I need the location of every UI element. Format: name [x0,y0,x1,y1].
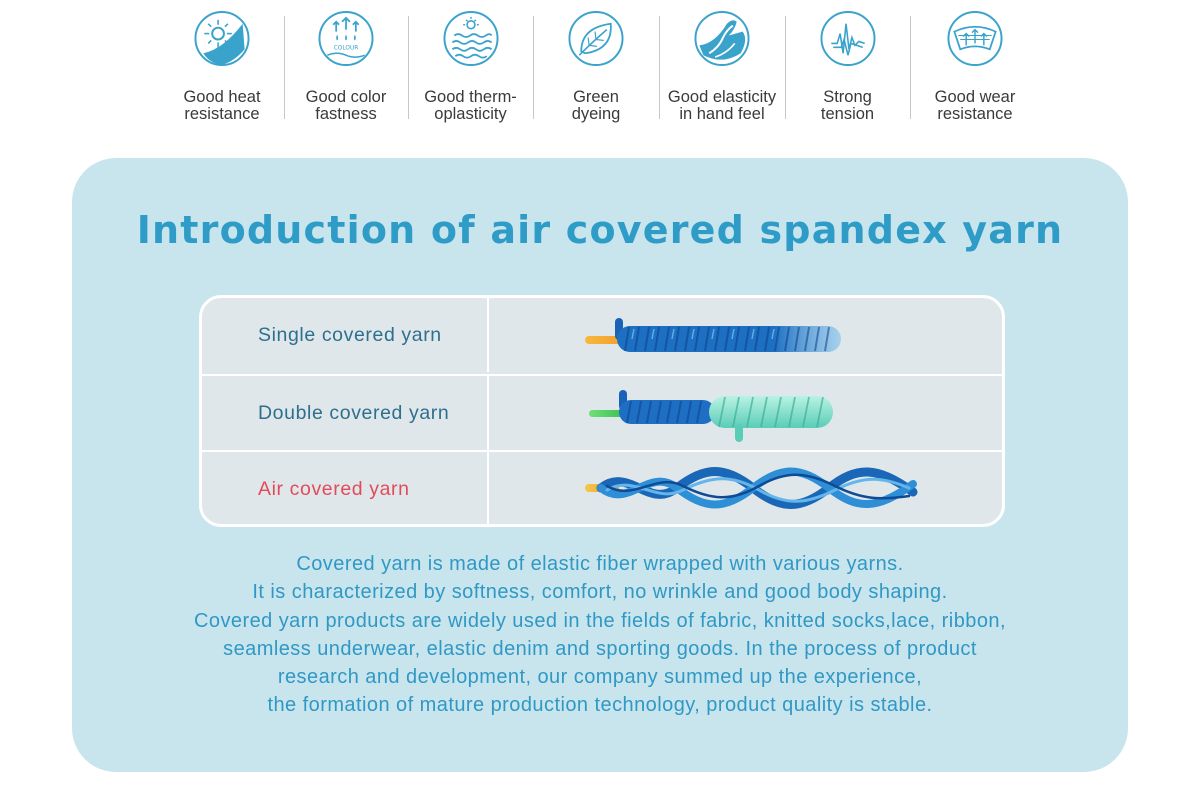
leaf-icon [568,10,624,67]
table-row: Single covered yarn [202,298,1002,372]
feature-green-dyeing: Green dyeing [533,8,659,123]
feature-strip: Good heat resistance COLOUR Good color f… [160,8,1040,123]
waves-icon [442,10,499,67]
yarn-comparison-table: Single covered yarn [199,295,1005,527]
yarn-name: Double covered yarn [202,376,489,450]
yarn-name-highlighted: Air covered yarn [202,452,489,524]
color-drops-icon: COLOUR [318,10,374,67]
fabric-arrows-icon [947,10,1003,67]
feature-strong-tension: Strong tension [785,8,910,123]
yarn-image-cell [489,376,1002,450]
hand-stretch-icon [694,10,750,67]
description-line: It is characterized by softness, comfort… [252,581,948,604]
sun-heat-icon [194,10,250,67]
feature-label: Good elasticity in hand feel [667,88,777,123]
description-line: seamless underwear, elastic denim and sp… [223,637,977,660]
feature-color-fastness: COLOUR Good color fastness [284,8,408,123]
colour-icon-text: COLOUR [334,45,359,51]
description-line: research and development, our company su… [277,666,923,689]
yarn-image-cell [489,298,1002,372]
description-paragraph: Covered yarn is made of elastic fiber wr… [72,550,1128,720]
feature-heat-resistance: Good heat resistance [160,8,284,123]
description-line: Covered yarn products are widely used in… [193,609,1006,632]
double-covered-yarn-icon [589,390,833,442]
description-line: the formation of mature production techn… [267,694,933,717]
feature-label: Good wear resistance [934,88,1016,123]
feature-thermoplasticity: Good therm- oplasticity [408,8,533,123]
description-line: Covered yarn is made of elastic fiber wr… [296,553,904,575]
feature-label: Good color fastness [305,88,387,123]
feature-label: Good therm- oplasticity [424,88,517,123]
feature-wear-resistance: Good wear resistance [910,8,1040,123]
feature-label: Strong tension [820,88,875,123]
yarn-image-cell [489,452,1002,524]
intro-panel: Introduction of air covered spandex yarn… [72,158,1128,772]
yarn-name: Single covered yarn [202,298,489,372]
table-row: Air covered yarn [202,450,1002,524]
table-row: Double covered yarn [202,374,1002,450]
panel-title: Introduction of air covered spandex yarn [136,208,1064,252]
feature-elasticity: Good elasticity in hand feel [659,8,785,123]
feature-label: Good heat resistance [183,88,261,123]
air-covered-yarn-icon [585,467,918,509]
pulse-line-icon [819,10,876,67]
feature-label: Green dyeing [571,88,621,123]
single-covered-yarn-icon [585,318,841,352]
